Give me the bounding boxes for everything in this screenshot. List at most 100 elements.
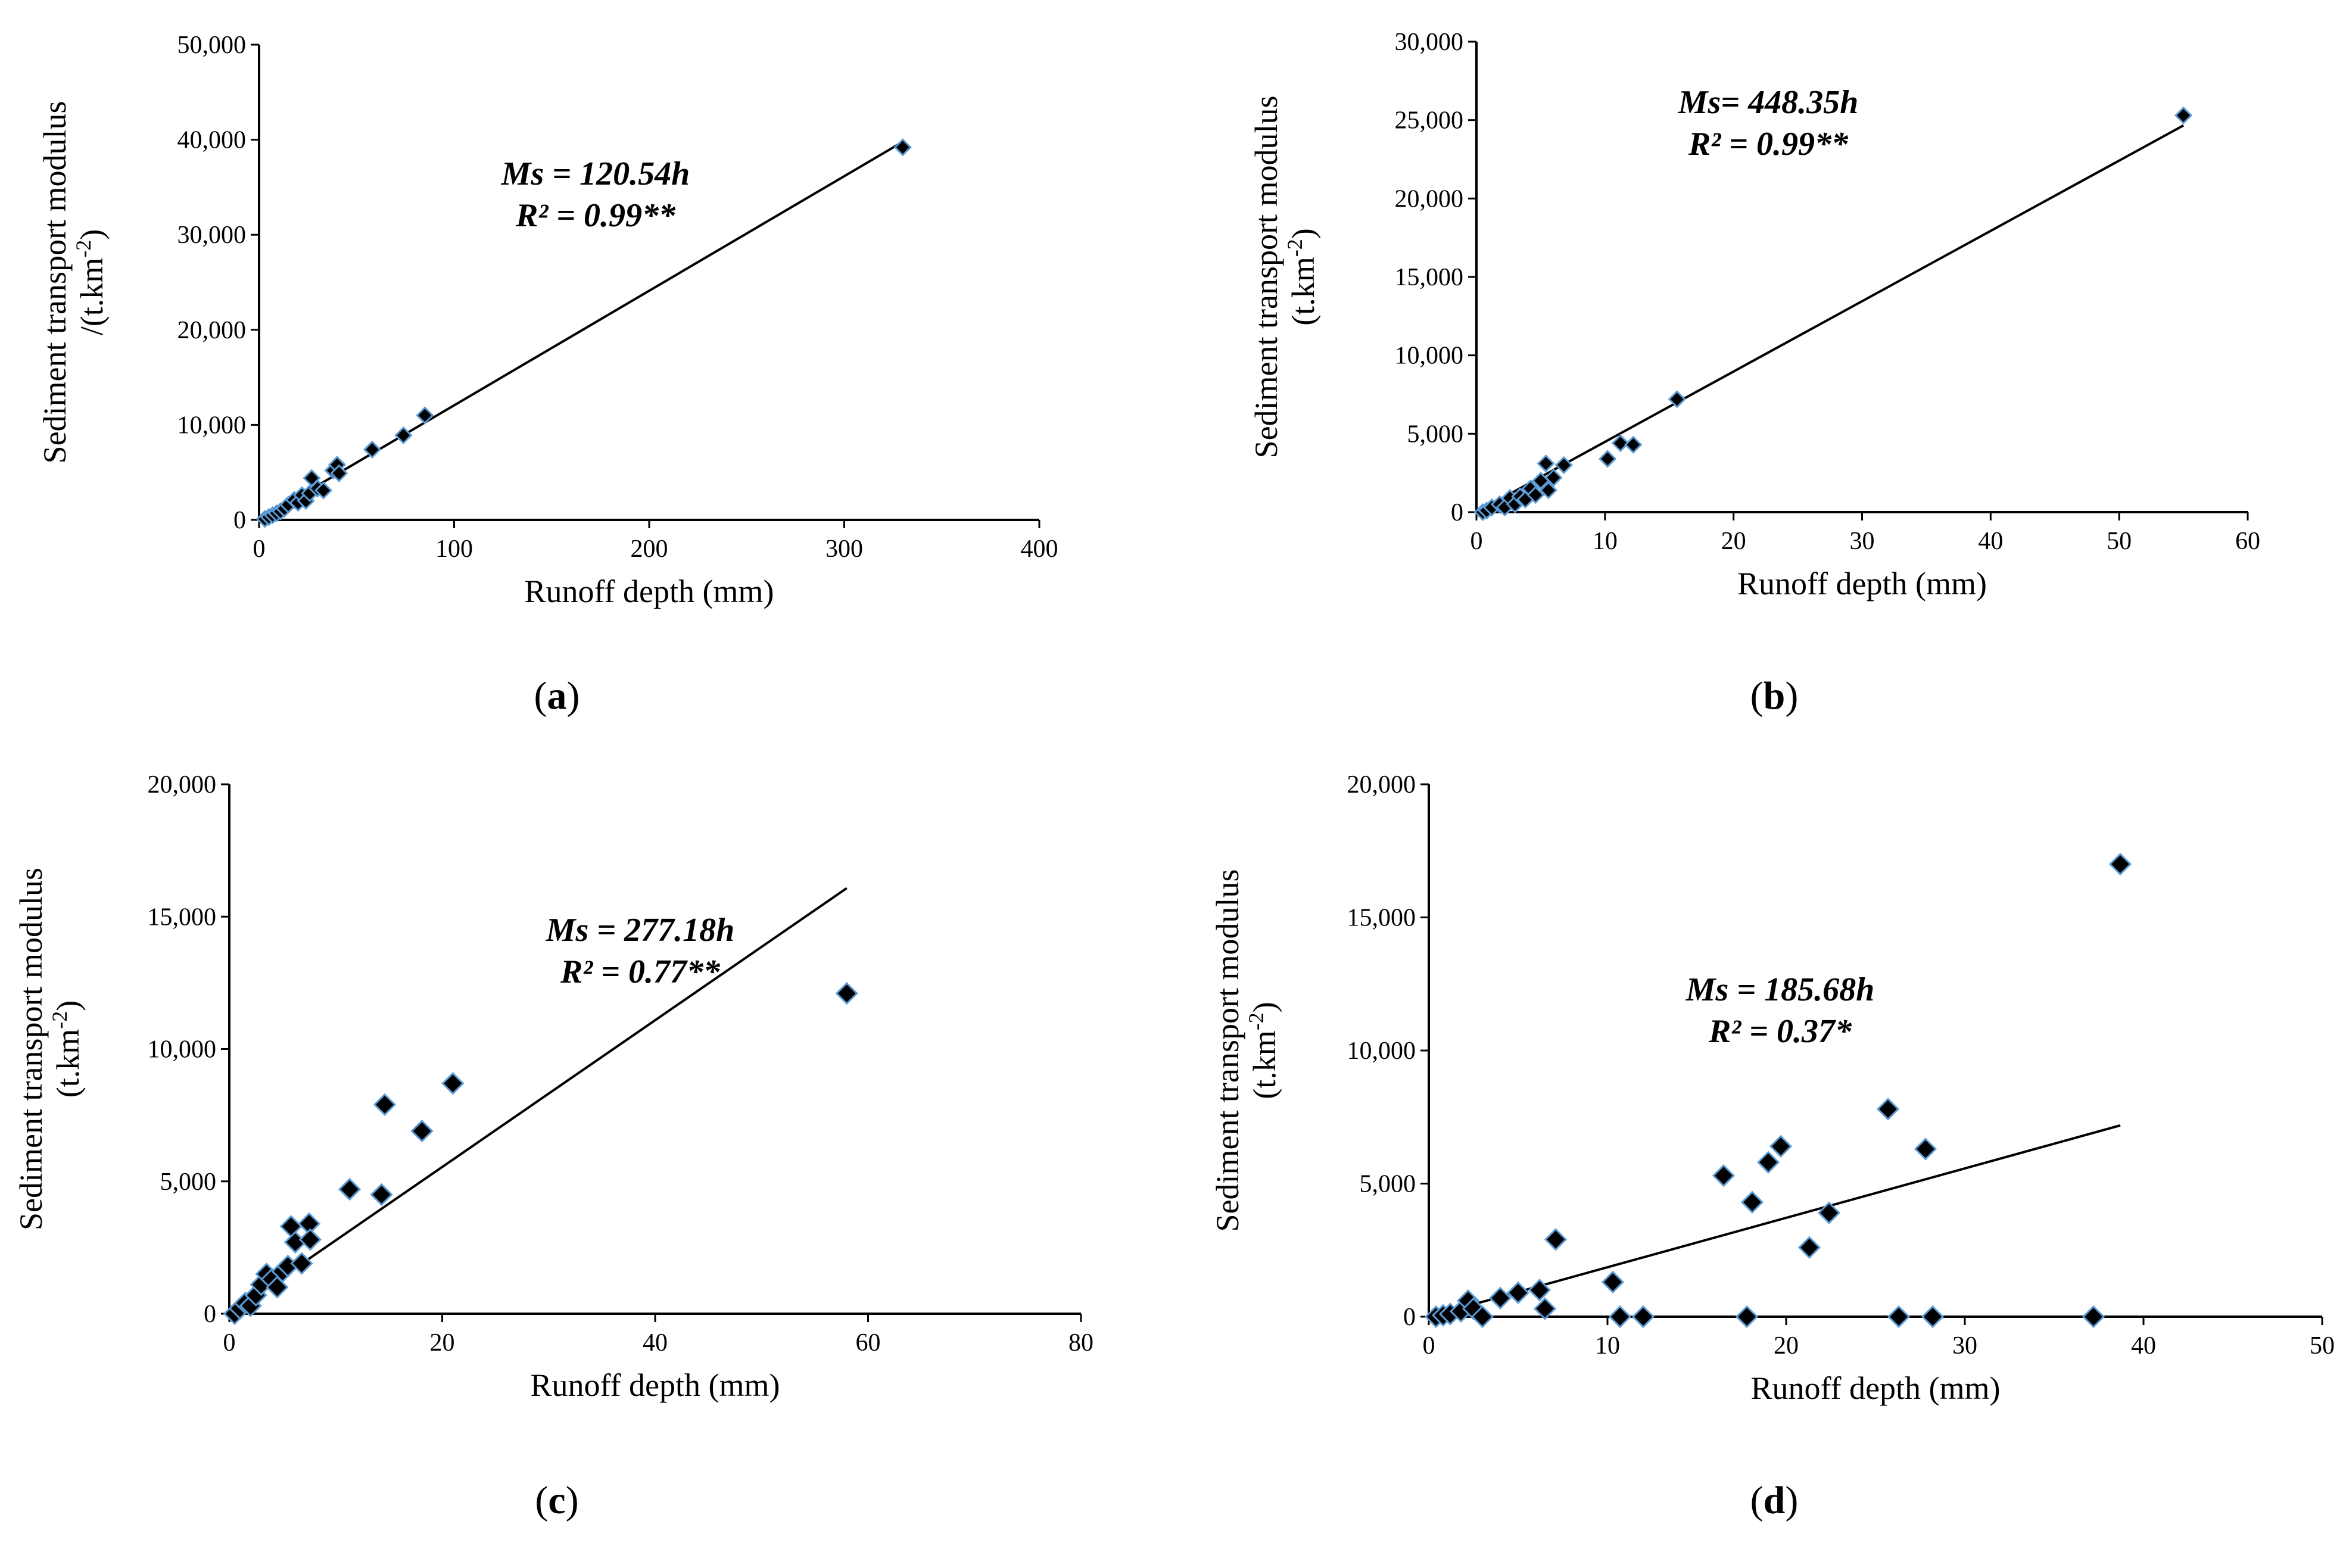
panel-label-letter: b — [1764, 674, 1786, 718]
x-tick-label: 60 — [856, 1329, 881, 1357]
x-tick-label: 300 — [825, 535, 863, 563]
data-point — [2174, 106, 2193, 124]
data-point — [1921, 1305, 1945, 1329]
data-point — [1611, 434, 1630, 453]
r-squared-label: R² = 0.77** — [560, 953, 721, 990]
x-tick-label: 40 — [2131, 1332, 2156, 1360]
data-point — [363, 440, 382, 459]
y-axis-unit: (t.km — [1285, 257, 1321, 326]
trend-line — [228, 887, 848, 1315]
x-tick-label: 100 — [435, 535, 473, 563]
y-tick-label: 20,000 — [1347, 771, 1416, 799]
y-axis-title-line2: (t.km-2) — [1283, 228, 1321, 325]
y-tick-label: 50,000 — [177, 32, 247, 59]
data-point — [410, 1120, 434, 1143]
x-axis-title: Runoff depth (mm) — [1751, 1370, 2001, 1406]
y-tick-label: 10,000 — [148, 1036, 217, 1064]
x-tick-label: 20 — [1721, 528, 1746, 555]
regression-equation: Ms= 448.35h — [1678, 84, 1859, 121]
y-tick-label: 10,000 — [1395, 342, 1464, 370]
data-point — [835, 982, 858, 1005]
y-tick-label: 5,000 — [1407, 420, 1464, 448]
data-point — [330, 464, 348, 482]
data-point — [1544, 468, 1563, 487]
y-axis-title: Sediment transport modulus/(t.km-2) — [37, 101, 110, 464]
x-tick-label: 20 — [1774, 1332, 1799, 1360]
chart-panel-a: 0 10,000 20,000 30,000 40,000 50,000 0 100 200 30… — [0, 0, 1173, 784]
data-point — [290, 1252, 313, 1275]
scatter-chart-b: 0 5,000 10,000 15,000 20,000 25,000 30,000 0 10 2… — [1248, 29, 2260, 718]
y-axis-title-line2: /(t.km-2) — [71, 229, 110, 335]
chart-panel-c: 0 5,000 10,000 15,000 20,000 0 20 40 60 80 Runoff … — [0, 771, 1173, 1568]
y-tick-label: 5,000 — [160, 1168, 217, 1196]
chart-panel-d: 0 5,000 10,000 15,000 20,000 0 10 20 30 40 50 Runof… — [1173, 771, 2346, 1568]
data-point — [1554, 456, 1573, 475]
data-point — [1537, 454, 1555, 473]
x-tick-label: 30 — [1952, 1332, 1977, 1360]
y-axis-unit: /(t.km — [74, 258, 110, 336]
y-tick-label: 25,000 — [1395, 107, 1464, 135]
y-axis-title-line1: Sediment transport modulus — [37, 101, 73, 464]
data-point — [1769, 1134, 1793, 1158]
y-axis-title-line2: (t.km-2) — [1244, 1002, 1282, 1099]
y-tick-label: 10,000 — [177, 412, 247, 439]
x-tick-label: 50 — [2107, 528, 2132, 555]
trend-line — [258, 141, 903, 521]
y-axis-title: Sediment transport modulus (t.km-2) — [13, 868, 86, 1230]
y-axis-title: Sediment transport modulus (t.km-2) — [1248, 96, 1321, 459]
y-axis-unit: (t.km — [1247, 1030, 1282, 1099]
panel-label-open: ( — [534, 674, 547, 718]
data-point — [1756, 1151, 1780, 1174]
panel-label: (c) — [535, 1479, 578, 1522]
y-tick-label: 40,000 — [177, 127, 247, 154]
x-tick-label: 200 — [631, 535, 668, 563]
panel-label: (d) — [1750, 1479, 1799, 1522]
panel-label-close: ) — [567, 674, 580, 718]
y-tick-label: 30,000 — [177, 222, 247, 249]
x-tick-label: 0 — [223, 1329, 236, 1357]
panel-label-open: ( — [535, 1479, 548, 1522]
r-squared-label: R² = 0.99** — [1688, 126, 1849, 163]
y-axis-title: Sediment transport modulus (t.km-2) — [1210, 869, 1282, 1232]
x-tick-label: 60 — [2235, 528, 2260, 555]
panel-label-close: ) — [566, 1479, 579, 1522]
y-tick-label: 0 — [1403, 1304, 1416, 1331]
data-point — [1488, 1286, 1512, 1310]
r-squared-label: R² = 0.99** — [515, 197, 676, 234]
scatter-chart-a: 0 10,000 20,000 30,000 40,000 50,000 0 100 200 30… — [37, 32, 1058, 718]
x-axis-title: Runoff depth (mm) — [525, 573, 774, 609]
y-tick-label: 10,000 — [1347, 1037, 1416, 1065]
y-tick-label: 20,000 — [1395, 185, 1464, 213]
data-point — [1599, 450, 1617, 468]
data-point — [1740, 1190, 1764, 1214]
y-tick-label: 0 — [1451, 499, 1463, 526]
data-point — [2082, 1305, 2105, 1329]
panel-label-letter: a — [547, 674, 567, 718]
data-point — [1876, 1098, 1900, 1121]
y-axis-unit-sup: -2 — [48, 1011, 71, 1029]
data-point — [1526, 485, 1545, 504]
y-tick-label: 30,000 — [1395, 29, 1464, 56]
data-point — [1608, 1305, 1632, 1329]
data-point — [441, 1072, 465, 1095]
scatter-chart-d: 0 5,000 10,000 15,000 20,000 0 10 20 30 40 50 Runof… — [1210, 771, 2335, 1522]
y-axis-title-line1: Sediment transport modulus — [1210, 869, 1245, 1232]
data-point — [1539, 481, 1557, 500]
y-tick-label: 20,000 — [148, 771, 217, 799]
y-axis-title-line1: Sediment transport modulus — [1248, 96, 1284, 459]
regression-equation: Ms = 277.18h — [546, 912, 735, 949]
panel-label: (b) — [1750, 674, 1799, 718]
y-tick-label: 15,000 — [148, 903, 217, 931]
panel-label: (a) — [534, 674, 580, 718]
x-tick-label: 0 — [253, 535, 266, 563]
y-tick-label: 0 — [204, 1301, 216, 1328]
data-point — [279, 1215, 303, 1238]
x-tick-label: 20 — [430, 1329, 455, 1357]
data-point — [416, 406, 434, 425]
y-axis-unit-close: ) — [1285, 228, 1321, 239]
y-axis-title-line1: Sediment transport modulus — [13, 868, 49, 1230]
data-point — [1624, 435, 1643, 454]
panel-label-open: ( — [1750, 1479, 1764, 1522]
y-axis-unit-sup: -2 — [71, 240, 95, 258]
y-tick-label: 0 — [233, 507, 246, 534]
